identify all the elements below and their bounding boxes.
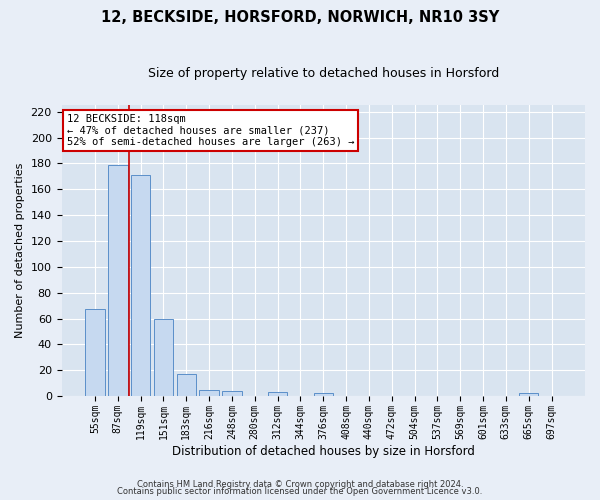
Text: 12, BECKSIDE, HORSFORD, NORWICH, NR10 3SY: 12, BECKSIDE, HORSFORD, NORWICH, NR10 3S… [101, 10, 499, 25]
Y-axis label: Number of detached properties: Number of detached properties [15, 163, 25, 338]
Bar [85, 310, 105, 396]
Text: Contains HM Land Registry data © Crown copyright and database right 2024.: Contains HM Land Registry data © Crown c… [137, 480, 463, 489]
Bar [199, 390, 219, 396]
Bar [222, 391, 242, 396]
Bar [154, 318, 173, 396]
Bar [519, 394, 538, 396]
Bar [176, 374, 196, 396]
Bar [314, 394, 333, 396]
Bar [268, 392, 287, 396]
X-axis label: Distribution of detached houses by size in Horsford: Distribution of detached houses by size … [172, 444, 475, 458]
Text: Contains public sector information licensed under the Open Government Licence v3: Contains public sector information licen… [118, 487, 482, 496]
Title: Size of property relative to detached houses in Horsford: Size of property relative to detached ho… [148, 68, 499, 80]
Bar [131, 175, 151, 396]
Text: 12 BECKSIDE: 118sqm
← 47% of detached houses are smaller (237)
52% of semi-detac: 12 BECKSIDE: 118sqm ← 47% of detached ho… [67, 114, 354, 147]
Bar [108, 164, 128, 396]
